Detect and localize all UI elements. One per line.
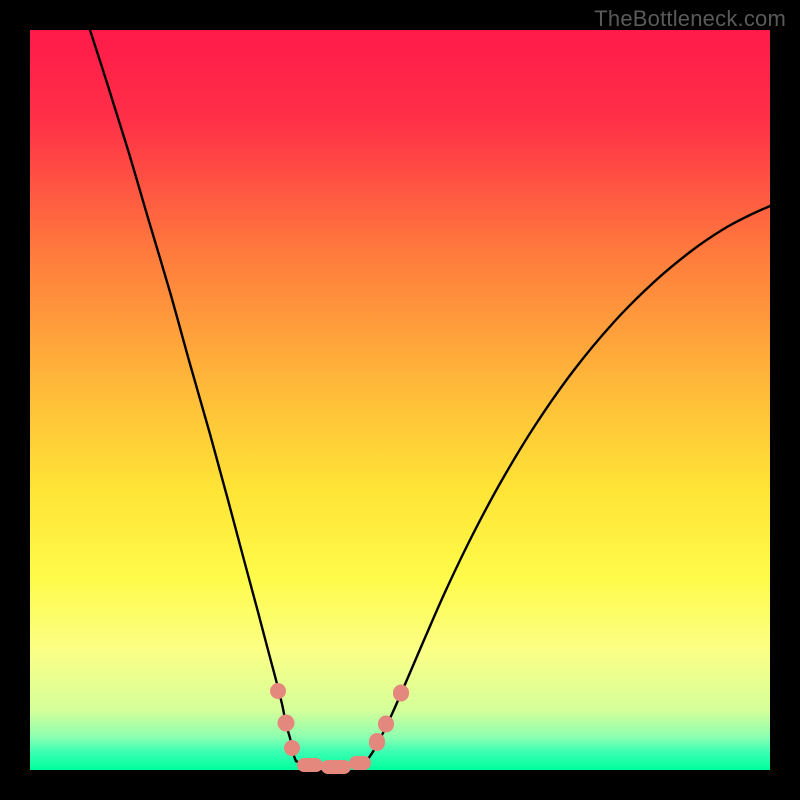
bottleneck-curve xyxy=(30,30,770,770)
plot-area xyxy=(30,30,770,770)
curve-left-branch xyxy=(90,30,296,761)
data-marker xyxy=(278,715,295,732)
data-marker xyxy=(369,733,385,751)
data-marker xyxy=(270,683,286,699)
curve-right-branch xyxy=(366,206,770,762)
data-marker xyxy=(393,685,409,702)
data-marker xyxy=(349,756,371,770)
data-marker xyxy=(321,760,351,774)
data-marker xyxy=(297,758,323,772)
data-marker xyxy=(284,740,300,756)
chart-frame: TheBottleneck.com xyxy=(0,0,800,800)
data-marker xyxy=(378,716,394,733)
watermark-text: TheBottleneck.com xyxy=(594,6,786,32)
